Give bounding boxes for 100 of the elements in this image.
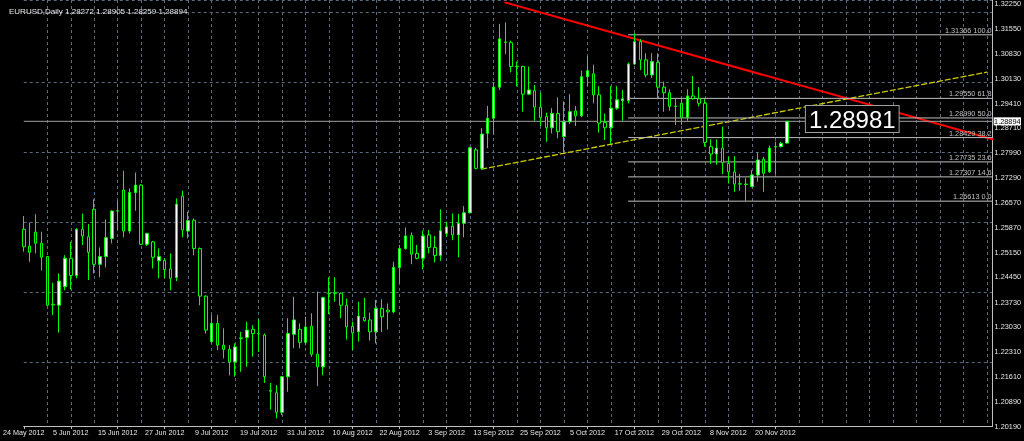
candlestick [104, 218, 108, 268]
candlestick [116, 200, 119, 231]
candlestick [198, 246, 202, 306]
candlestick [545, 112, 548, 143]
candlestick [597, 85, 601, 134]
candlestick [686, 88, 689, 122]
candlestick [427, 229, 431, 254]
candlestick [239, 331, 243, 373]
candlestick [22, 215, 26, 253]
candlestick [445, 221, 448, 238]
candlestick [738, 173, 742, 192]
candlestick [145, 232, 149, 247]
candlestick [656, 52, 660, 100]
candlestick [292, 296, 296, 349]
candlestick [568, 93, 572, 125]
candlestick [333, 276, 337, 303]
candlestick [63, 254, 67, 291]
candlestick [421, 230, 425, 271]
candlestick [216, 314, 219, 351]
candlestick [468, 146, 472, 215]
candlestick [715, 138, 718, 166]
candlestick [457, 213, 460, 258]
candlestick [345, 298, 348, 341]
candlestick [351, 321, 354, 351]
candlestick [727, 156, 730, 184]
candlestick [509, 40, 513, 73]
candlestick [298, 322, 302, 349]
candlestick [181, 190, 184, 238]
candlestick [404, 227, 407, 251]
candlestick [592, 64, 595, 104]
candlestick [410, 231, 413, 265]
candlestick [81, 213, 84, 246]
candlestick [515, 61, 519, 87]
candlestick [257, 318, 260, 353]
candlestick [163, 257, 166, 279]
candlestick [46, 255, 49, 307]
candlestick [550, 107, 554, 134]
candlestick [57, 272, 61, 334]
candlestick [439, 208, 442, 262]
candlestick [562, 101, 566, 154]
candlestick [122, 170, 125, 238]
candlestick [539, 92, 542, 127]
candlestick [733, 155, 736, 193]
candlestick [316, 291, 319, 387]
candlestick [363, 297, 366, 323]
candlestick [51, 282, 55, 316]
candlestick [744, 177, 748, 202]
candlestick [779, 141, 783, 148]
candlestick [110, 209, 114, 244]
candlestick [310, 312, 313, 358]
candlestick [286, 317, 290, 393]
candlestick [474, 147, 478, 170]
candlestick [374, 299, 378, 344]
candlestick [392, 261, 395, 314]
candlestick [680, 98, 683, 126]
candlestick [304, 316, 307, 346]
candlestick [204, 294, 208, 335]
candlestick [233, 342, 237, 378]
text: EURUSD,Daily 1.28272 1.28905 1.28259 1.28894 [9, 6, 188, 16]
candlestick [721, 126, 724, 175]
candlestick [774, 141, 777, 175]
candlestick [709, 138, 713, 165]
candlestick [674, 97, 677, 126]
candlestick [480, 127, 484, 170]
candlestick [615, 85, 619, 111]
candlestick [650, 52, 654, 79]
candlestick [87, 223, 90, 281]
candlestick [556, 96, 560, 139]
candlestick [433, 235, 437, 264]
candlestick [339, 292, 343, 319]
candlestick [263, 333, 266, 384]
candlestick [633, 32, 636, 66]
candlestick [28, 222, 31, 263]
candlestick [210, 314, 213, 344]
candlestick [280, 375, 284, 416]
candlestick [269, 382, 272, 411]
candlestick [627, 62, 630, 104]
candlestick [486, 105, 489, 149]
candlestick [609, 85, 613, 145]
candlestick [691, 75, 695, 101]
candlestick [498, 23, 501, 91]
candlestick [169, 252, 172, 291]
candlestick [603, 112, 607, 141]
candlestick [644, 52, 648, 78]
candlestick [40, 231, 43, 272]
candlestick [521, 65, 525, 113]
candlestick [186, 211, 190, 239]
candlestick [134, 172, 137, 212]
candlestick [703, 98, 707, 148]
candlestick [580, 70, 583, 118]
candlestick [756, 151, 760, 183]
candlestick [386, 302, 390, 330]
candlestick [462, 205, 466, 238]
candlestick [621, 89, 624, 122]
candlestick [586, 55, 589, 87]
candlestick [98, 246, 102, 278]
candlestick [75, 227, 78, 279]
candlestick [34, 213, 37, 254]
candlestick [668, 88, 671, 112]
candlestick [492, 82, 495, 135]
